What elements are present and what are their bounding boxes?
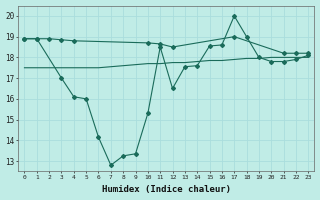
- X-axis label: Humidex (Indice chaleur): Humidex (Indice chaleur): [102, 185, 231, 194]
